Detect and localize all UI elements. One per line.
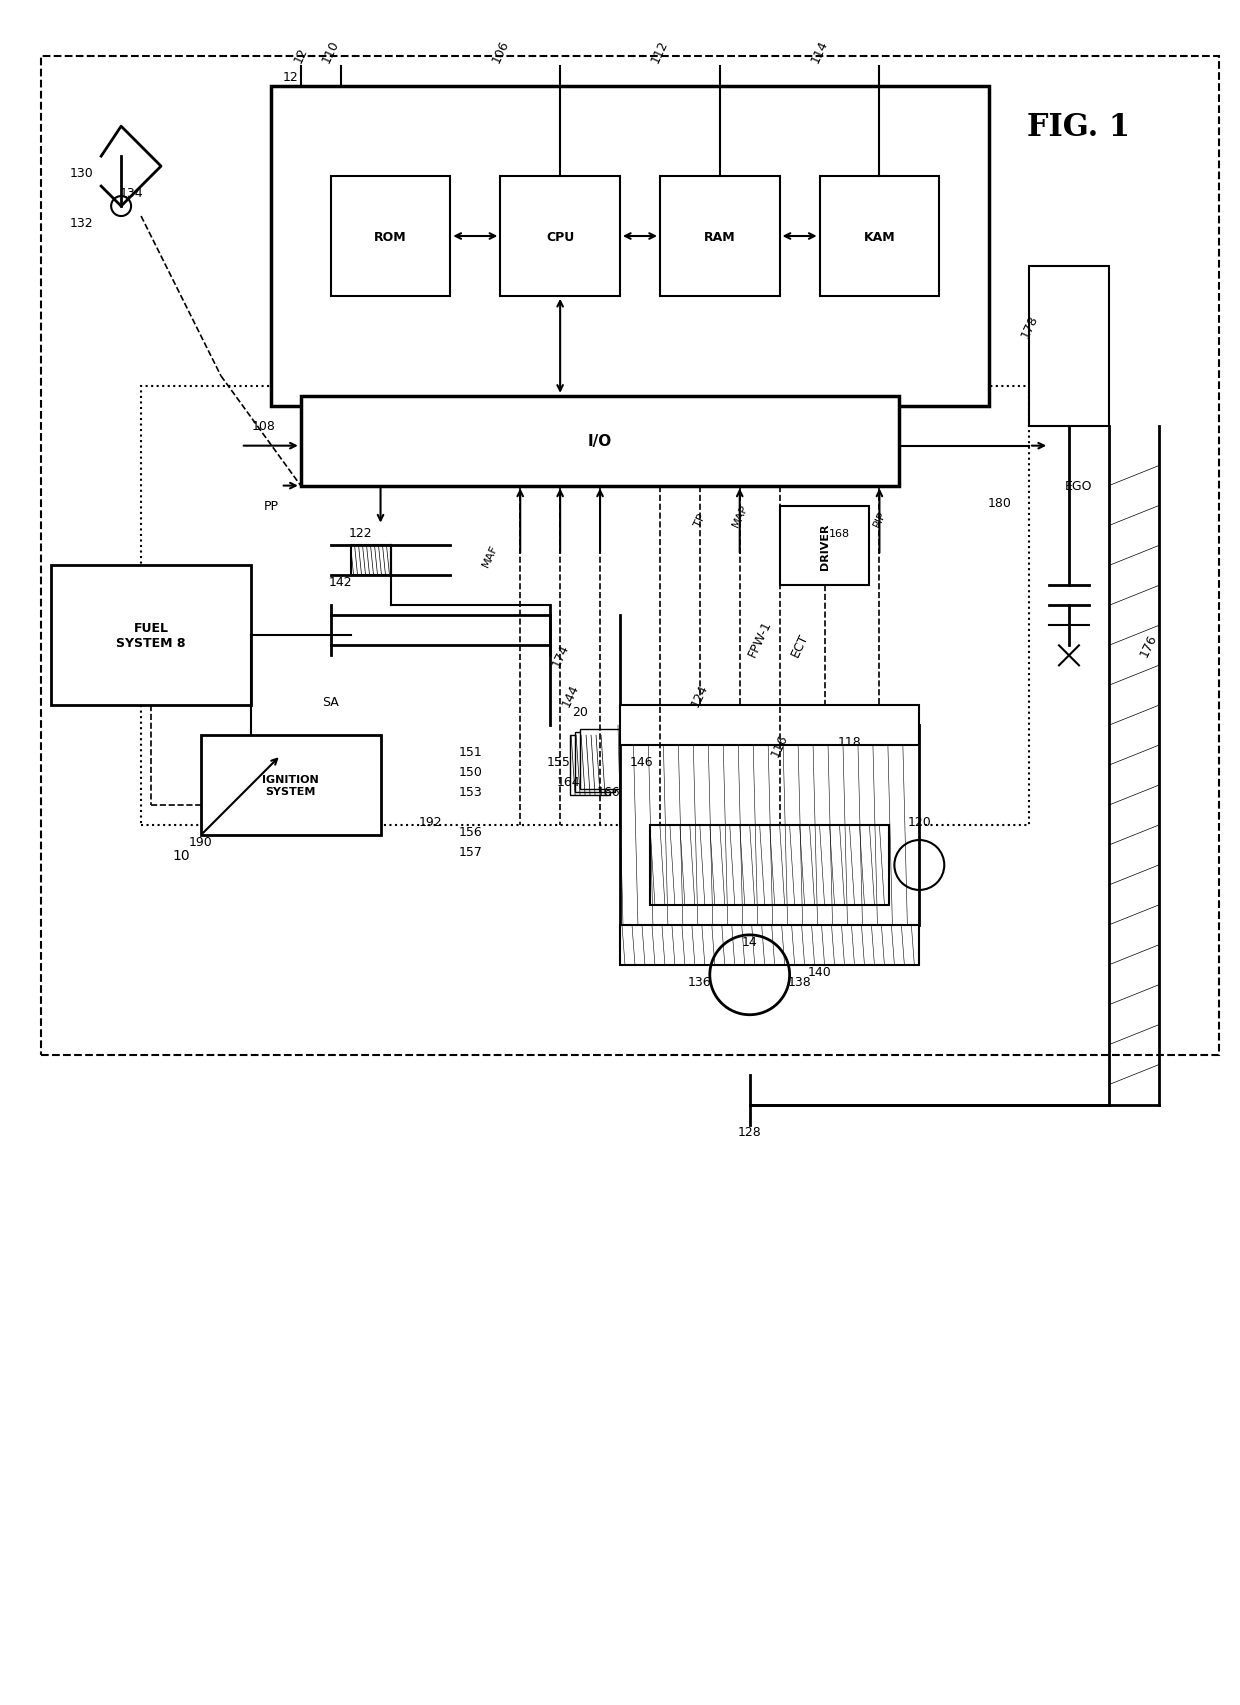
Text: SA: SA [322,696,339,709]
Text: ECT: ECT [789,631,811,658]
Text: 14: 14 [742,936,758,948]
Text: IGNITION
SYSTEM: IGNITION SYSTEM [263,774,319,796]
Text: 146: 146 [630,755,653,769]
Text: 153: 153 [459,786,482,798]
Text: RAM: RAM [704,230,735,244]
Text: 132: 132 [69,217,93,230]
Text: 130: 130 [69,167,93,181]
Text: 116: 116 [769,731,791,759]
Text: 166: 166 [596,786,620,798]
Text: 192: 192 [419,815,443,829]
Text: FUEL
SYSTEM 8: FUEL SYSTEM 8 [117,622,186,650]
Text: PIP: PIP [872,508,888,529]
Bar [331,177,450,297]
Text: 106: 106 [490,38,511,65]
Text: ROM: ROM [374,230,407,244]
Text: 168: 168 [830,529,851,539]
Text: 174: 174 [549,641,572,668]
Bar [351,546,391,576]
Text: 164: 164 [557,776,580,789]
Bar [820,177,939,297]
Bar [620,706,919,745]
Text: CPU: CPU [546,230,574,244]
Text: 136: 136 [688,975,712,989]
Text: 124: 124 [689,682,711,709]
Text: PP: PP [263,500,278,513]
Text: EGO: EGO [1065,479,1092,493]
Text: 12: 12 [283,70,299,84]
Bar [500,177,620,297]
Bar [620,926,919,965]
Text: KAM: KAM [863,230,895,244]
Text: 128: 128 [738,1125,761,1137]
Text: 144: 144 [559,682,582,709]
Text: DRIVER: DRIVER [820,523,830,569]
Text: FPW-1: FPW-1 [745,619,774,658]
Text: 156: 156 [459,825,482,839]
Text: 138: 138 [787,975,811,989]
Text: 112: 112 [649,38,671,65]
Text: 176: 176 [1138,633,1159,658]
Bar [660,177,780,297]
Text: 134: 134 [119,188,143,199]
Bar [650,825,889,905]
Text: TP: TP [692,512,707,529]
Bar [620,726,919,926]
Bar [1029,266,1109,426]
Bar [780,506,869,587]
Text: 142: 142 [329,576,352,590]
Bar [301,397,899,486]
Text: 157: 157 [459,846,482,859]
Bar [270,87,990,406]
Text: 110: 110 [320,38,341,65]
Text: 155: 155 [547,755,570,769]
Text: 108: 108 [252,419,275,433]
Text: 190: 190 [188,835,213,849]
Text: 10: 10 [172,849,190,863]
Bar [141,387,1029,825]
Bar [51,566,250,706]
Text: 178: 178 [1018,312,1040,339]
Text: 114: 114 [808,38,831,65]
Bar [41,58,1219,1055]
Text: 120: 120 [908,815,931,829]
Bar [570,737,610,796]
Text: MAP: MAP [730,503,749,529]
Text: FIG. 1: FIG. 1 [1028,111,1131,143]
Text: 12: 12 [291,46,310,65]
Text: 150: 150 [459,766,482,779]
Bar [575,733,615,793]
Text: 180: 180 [987,496,1011,510]
Text: 20: 20 [572,706,588,720]
Text: 140: 140 [807,965,832,979]
Bar [580,730,620,789]
Text: 118: 118 [837,737,862,748]
Text: 151: 151 [459,745,482,759]
Text: I/O: I/O [588,433,613,448]
Text: MAF: MAF [480,544,500,569]
Text: 122: 122 [348,527,372,539]
Bar [201,737,381,835]
